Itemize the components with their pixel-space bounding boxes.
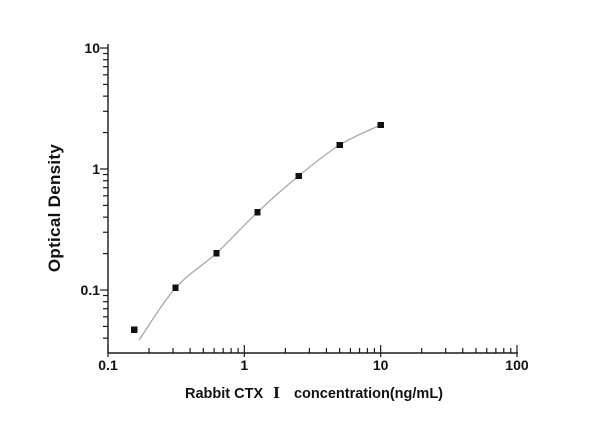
data-points-group (131, 121, 384, 333)
x-axis-title-numeral: Ⅰ (273, 385, 280, 402)
axes-layer (100, 44, 518, 357)
x-tick-label: 0.1 (98, 357, 118, 373)
y-axis-title: Optical Density (45, 144, 64, 273)
x-axis-title-prefix: Rabbit CTX (185, 386, 263, 402)
x-tick-label: 1 (240, 357, 248, 373)
data-point-marker (131, 326, 138, 333)
x-tick-label: 100 (505, 357, 529, 373)
data-point-marker (213, 249, 220, 257)
data-point-marker (336, 141, 343, 149)
x-axis-title: Rabbit CTX Ⅰ concentration(ng/mL) (185, 385, 443, 402)
tick-labels: 0.1 1 10 100 0.1 1 10 (81, 40, 529, 373)
data-point-marker (295, 172, 302, 180)
data-point-marker (172, 284, 179, 292)
y-tick-label: 0.1 (81, 282, 101, 298)
x-axis-title-suffix: concentration(ng/mL) (294, 386, 443, 402)
y-tick-label: 1 (92, 161, 100, 177)
fit-curve-line (138, 124, 381, 341)
data-point-marker (254, 208, 261, 216)
y-tick-label: 10 (84, 40, 100, 56)
data-point-marker (377, 121, 384, 129)
x-tick-label: 10 (373, 357, 389, 373)
